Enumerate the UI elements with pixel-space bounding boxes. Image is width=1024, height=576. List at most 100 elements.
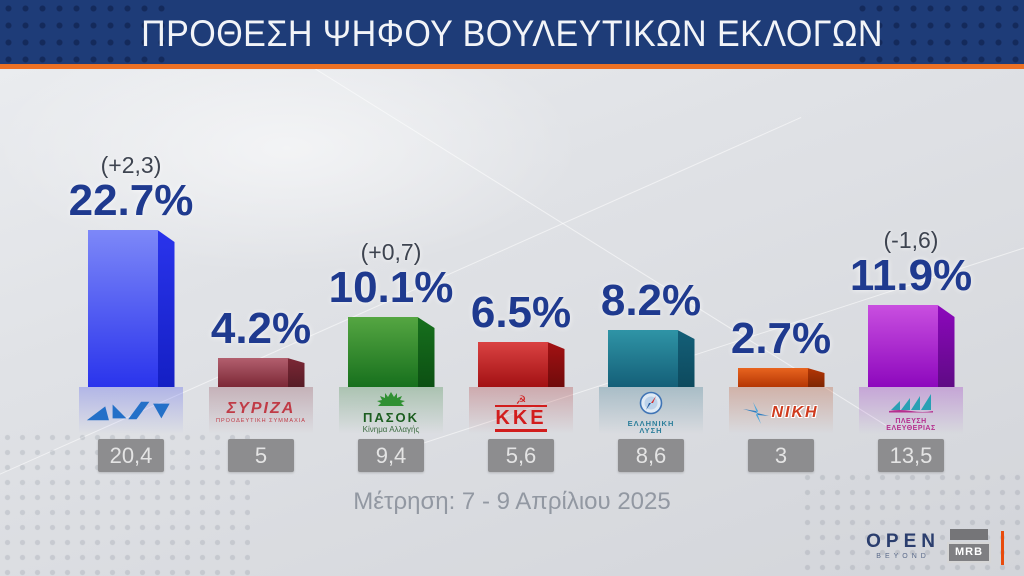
bar-front xyxy=(737,368,808,387)
previous-value-box: 5 xyxy=(228,439,294,472)
bar-side xyxy=(677,330,695,387)
elliniki-lysi-wordmark-line2: ΛΥΣΗ xyxy=(639,426,663,436)
mrb-agency-logo: MRB xyxy=(947,529,991,563)
bar-elliniki-lysi xyxy=(607,330,695,387)
bar-front xyxy=(87,230,158,387)
previous-value-box: 20,4 xyxy=(98,439,164,472)
value-zone: 9,4 xyxy=(326,439,456,474)
bar-zone: 8.2% xyxy=(586,96,716,387)
party-column-niki: 2.7% ΝΙΚΗ 3 xyxy=(716,96,846,474)
party-column-syriza: 4.2% ΣΥΡΙΖΑ ΠΡΟΟΔΕΥΤΙΚΗ ΣΥΜΜΑΧΙΑ 5 xyxy=(196,96,326,474)
bar-front xyxy=(477,342,548,387)
open-wordmark: OPEN xyxy=(866,531,940,552)
niki-party-logo: ΝΙΚΗ xyxy=(743,402,818,424)
bar-zone: 2.7% xyxy=(716,96,846,387)
bar-zone: (+2,3) 22.7% xyxy=(66,96,196,387)
plefsi-wordmark-line2: ΕΛΕΥΘΕΡΙΑΣ xyxy=(886,425,936,433)
logo-zone: ΠΛΕΥΣΗ ΕΛΕΥΘΕΡΙΑΣ xyxy=(859,387,963,439)
compass-icon xyxy=(639,391,663,415)
percent-label: 2.7% xyxy=(730,314,832,363)
logo-zone: ΣΥΡΙΖΑ ΠΡΟΟΔΕΥΤΙΚΗ ΣΥΜΜΑΧΙΑ xyxy=(209,387,313,439)
pasok-subtitle: Κίνημα Αλλαγής xyxy=(362,425,420,435)
plefsi-wordmark-line1: ΠΛΕΥΣΗ xyxy=(895,418,927,426)
change-label: (+2,3) xyxy=(100,151,162,178)
logo-zone xyxy=(79,387,183,439)
bar-front xyxy=(607,330,678,387)
value-zone: 5,6 xyxy=(456,439,586,474)
blue-spark-icon xyxy=(743,402,770,424)
percent-label: 6.5% xyxy=(470,288,572,337)
pasok-party-logo: ΠΑΣΟΚ Κίνημα Αλλαγής xyxy=(362,391,420,435)
bar-side xyxy=(287,358,305,387)
bar-front xyxy=(217,358,288,387)
nd-party-logo xyxy=(85,398,177,429)
pasok-wordmark: ΠΑΣΟΚ xyxy=(362,410,420,426)
sailboat-icon xyxy=(889,394,933,413)
percent-label: 4.2% xyxy=(210,304,312,353)
hammer-sickle-icon: ☭ xyxy=(515,392,527,407)
value-zone: 13,5 xyxy=(846,439,976,474)
plefsi-party-logo: ΠΛΕΥΣΗ ΕΛΕΥΘΕΡΙΑΣ xyxy=(886,393,935,432)
elliniki-lysi-party-logo: ΕΛΛΗΝΙΚΗ ΛΥΣΗ xyxy=(628,391,675,436)
previous-value-box: 3 xyxy=(748,439,814,472)
bar-zone: (-1,6) 11.9% xyxy=(846,96,976,387)
bar-nd xyxy=(87,230,175,387)
bar-front xyxy=(347,317,418,387)
kke-wordmark: ΚΚΕ xyxy=(495,404,547,432)
previous-value-box: 8,6 xyxy=(618,439,684,472)
party-column-pasok: (+0,7) 10.1% ΠΑΣΟΚ Κίνημα Αλλαγής xyxy=(326,96,456,474)
open-channel-logo: OPEN BEYOND xyxy=(866,531,940,560)
percent-label: 10.1% xyxy=(328,263,454,312)
value-zone: 8,6 xyxy=(586,439,716,474)
logo-zone: ΠΑΣΟΚ Κίνημα Αλλαγής xyxy=(339,387,443,439)
bar-plefsi xyxy=(867,305,955,387)
title-banner: ΠΡΟΘΕΣΗ ΨΗΦΟΥ ΒΟΥΛΕΥΤΙΚΩΝ ΕΚΛΟΓΩΝ xyxy=(0,0,1024,69)
party-column-elliniki-lysi: 8.2% ΕΛΛΗΝΙΚΗ ΛΥΣΗ xyxy=(586,96,716,474)
mrb-wordmark: MRB xyxy=(947,542,991,563)
page-title: ΠΡΟΘΕΣΗ ΨΗΦΟΥ ΒΟΥΛΕΥΤΙΚΩΝ ΕΚΛΟΓΩΝ xyxy=(141,13,883,54)
bar-syriza xyxy=(217,358,305,387)
party-column-plefsi-eleftherias: (-1,6) 11.9% ΠΛΕΥΣΗ xyxy=(846,96,976,474)
party-column-nd: (+2,3) 22.7% 20 xyxy=(66,96,196,474)
value-zone: 5 xyxy=(196,439,326,474)
bar-zone: 6.5% xyxy=(456,96,586,387)
bar-front xyxy=(867,305,938,387)
orange-accent-bar xyxy=(1001,531,1004,565)
bar-side xyxy=(937,305,955,387)
bar-kke xyxy=(477,342,565,387)
syriza-party-logo: ΣΥΡΙΖΑ ΠΡΟΟΔΕΥΤΙΚΗ ΣΥΜΜΑΧΙΑ xyxy=(216,400,306,425)
logo-zone: ☭ ΚΚΕ xyxy=(469,387,573,439)
bar-zone: 4.2% xyxy=(196,96,326,387)
change-label: (+0,7) xyxy=(360,238,422,265)
party-column-kke: 6.5% ☭ ΚΚΕ 5,6 xyxy=(456,96,586,474)
kke-party-logo: ☭ ΚΚΕ xyxy=(495,392,547,432)
bar-side xyxy=(807,368,825,387)
percent-label: 11.9% xyxy=(849,251,973,300)
previous-value-box: 13,5 xyxy=(878,439,944,472)
mrb-logo-bar xyxy=(950,529,988,540)
green-sun-icon xyxy=(376,391,405,406)
percent-label: 22.7% xyxy=(68,176,194,225)
logo-zone: ΕΛΛΗΝΙΚΗ ΛΥΣΗ xyxy=(599,387,703,439)
change-label: (-1,6) xyxy=(883,226,939,253)
poll-bar-chart: (+2,3) 22.7% 20 xyxy=(66,96,976,474)
bar-zone: (+0,7) 10.1% xyxy=(326,96,456,387)
value-zone: 20,4 xyxy=(66,439,196,474)
bar-side xyxy=(417,317,435,387)
syriza-wordmark: ΣΥΡΙΖΑ xyxy=(226,400,296,418)
value-zone: 3 xyxy=(716,439,846,474)
nd-triangles-icon xyxy=(86,401,170,420)
bar-side xyxy=(157,230,175,387)
percent-label: 8.2% xyxy=(600,276,702,325)
bar-pasok xyxy=(347,317,435,387)
niki-wordmark: ΝΙΚΗ xyxy=(771,403,819,421)
previous-value-box: 9,4 xyxy=(358,439,424,472)
bar-niki xyxy=(737,368,825,387)
syriza-subtitle: ΠΡΟΟΔΕΥΤΙΚΗ ΣΥΜΜΑΧΙΑ xyxy=(216,418,306,425)
survey-date-note: Μέτρηση: 7 - 9 Απρίλιου 2025 xyxy=(353,488,671,515)
bar-side xyxy=(547,342,565,387)
previous-value-box: 5,6 xyxy=(488,439,554,472)
open-beyond-wordmark: BEYOND xyxy=(876,553,930,560)
logo-zone: ΝΙΚΗ xyxy=(729,387,833,439)
